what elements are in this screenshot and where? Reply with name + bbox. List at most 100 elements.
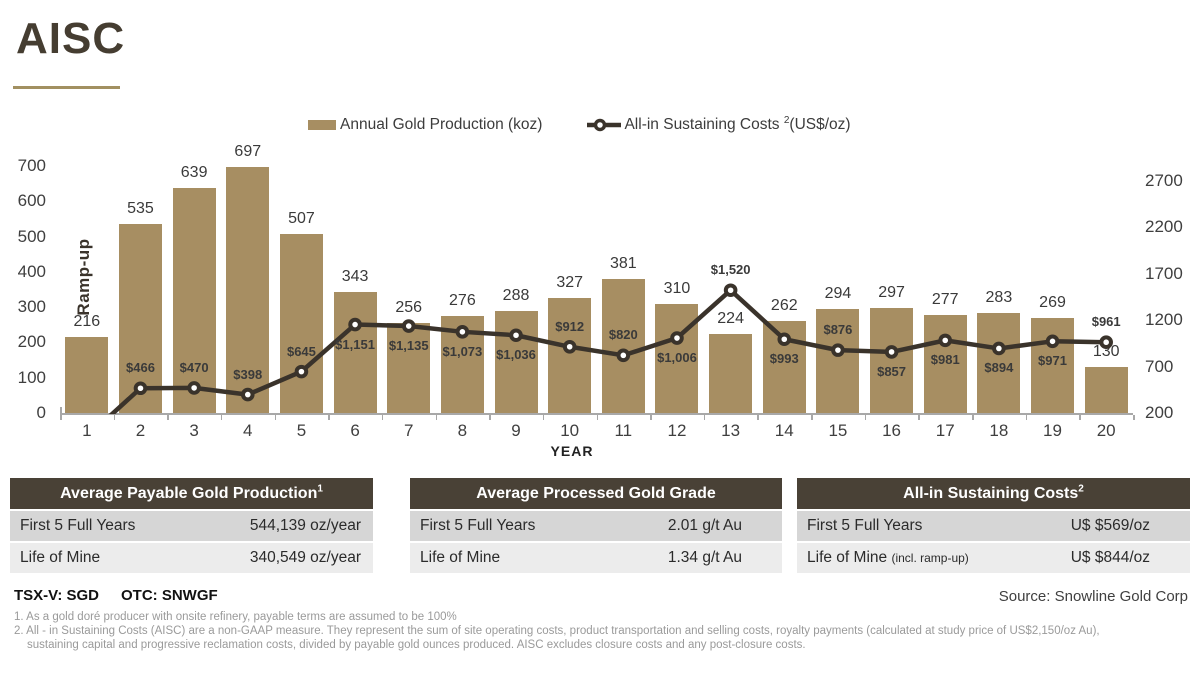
aisc-marker — [562, 339, 577, 354]
bar-value-label: 288 — [502, 287, 530, 305]
aisc-marker — [884, 345, 899, 359]
aisc-marker — [348, 317, 362, 332]
bar-value-label: 343 — [341, 267, 369, 285]
row-label: First 5 Full Years — [20, 517, 136, 534]
row-label: First 5 Full Years — [420, 517, 536, 534]
bar — [923, 315, 967, 413]
x-axis-tick — [220, 414, 223, 420]
row-label: Life of Mine (incl. ramp-up) — [807, 549, 969, 566]
table-row: Life of Mine 340,549 oz/year — [10, 543, 373, 573]
aisc-value-label: $981 — [930, 352, 960, 368]
row-value: 340,549 oz/year — [249, 549, 361, 566]
aisc-marker — [187, 381, 201, 395]
table-row: First 5 Full Years U$ $569/oz — [797, 511, 1190, 541]
x-axis-tick-label: 6 — [350, 421, 360, 440]
y-axis-left-label: 300 — [17, 297, 46, 317]
aisc-value-label: $1,036 — [496, 347, 536, 363]
bar — [279, 234, 323, 413]
aisc-marker — [294, 364, 309, 379]
aisc-value-label: $820 — [608, 327, 638, 343]
y-axis-right-label: 1700 — [1145, 263, 1183, 283]
bar-value-label: 276 — [449, 291, 476, 309]
bar — [655, 303, 699, 413]
ticker-otc: OTC: SNWGF — [121, 587, 218, 604]
y-axis-left-label: 200 — [17, 332, 46, 352]
aisc-marker — [670, 331, 684, 345]
table-row: First 5 Full Years 544,139 oz/year — [10, 511, 373, 541]
bar-value-label: 277 — [931, 291, 959, 309]
x-axis-tick — [274, 414, 277, 420]
x-axis-tick — [381, 414, 384, 420]
row-value: 2.01 g/t Au — [667, 517, 742, 534]
x-axis-tick — [972, 414, 974, 420]
x-axis-tick-label: 17 — [935, 421, 955, 440]
y-axis-stub-tick — [60, 407, 62, 413]
bar — [870, 308, 914, 413]
aisc-value-label: $961 — [1091, 314, 1121, 330]
x-axis-tick-label: 19 — [1043, 421, 1062, 440]
aisc-value-label: $1,151 — [335, 336, 375, 352]
x-axis-tick — [1025, 414, 1028, 420]
stock-tickers: TSX-V: SGD OTC: SNWGF — [14, 587, 218, 604]
table-all-in-sustaining-costs: All-in Sustaining Costs2 First 5 Full Ye… — [797, 478, 1190, 573]
aisc-marker — [509, 328, 523, 343]
aisc-value-label: $466 — [126, 360, 155, 376]
aisc-marker — [831, 343, 845, 357]
y-axis-left-label: 0 — [36, 403, 46, 422]
x-axis-tick — [1133, 414, 1135, 420]
page-title: AISC — [16, 14, 126, 63]
aisc-value-label: $470 — [179, 359, 209, 375]
x-axis-tick-label: 18 — [989, 421, 1009, 440]
y-axis-right-label: 2700 — [1145, 170, 1183, 190]
x-axis-tick — [596, 414, 598, 420]
y-axis-right-label: 2200 — [1145, 217, 1183, 236]
aisc-value-label: $993 — [769, 351, 799, 367]
x-axis-line — [60, 413, 1133, 415]
bar — [333, 291, 377, 413]
table-header: All-in Sustaining Costs2 — [797, 478, 1190, 509]
aisc-line-layer — [108, 283, 1113, 414]
x-axis-tick-label: 13 — [721, 421, 741, 440]
y-axis-left-label: 700 — [17, 156, 46, 175]
x-axis-tick — [489, 414, 491, 420]
bar-value-label: 535 — [127, 200, 154, 218]
x-axis-tick-label: 3 — [189, 421, 199, 440]
x-axis-tick-label: 11 — [614, 421, 633, 440]
row-label: Life of Mine — [420, 549, 501, 566]
x-axis-tick — [864, 414, 867, 420]
bar-value-label: 224 — [717, 309, 744, 327]
y-axis-right-label: 200 — [1145, 403, 1174, 422]
bar-value-label: 294 — [824, 285, 852, 303]
aisc-value-label: $894 — [984, 360, 1014, 376]
bar — [709, 333, 753, 413]
row-value: U$ $569/oz — [1070, 517, 1150, 534]
x-axis-tick — [918, 414, 920, 420]
bar — [494, 311, 538, 413]
bar — [65, 336, 109, 413]
line-marker-icon — [587, 118, 622, 132]
aisc-value-label: $398 — [233, 366, 263, 382]
bar-value-label: 310 — [663, 279, 691, 297]
bar-value-label: 256 — [395, 298, 423, 316]
aisc-value-label: $971 — [1038, 353, 1067, 369]
legend-item-production: Annual Gold Production (koz) — [308, 116, 542, 134]
aisc-marker — [616, 348, 631, 363]
bar-value-label: 297 — [878, 284, 905, 302]
footnotes: 1. As a gold doré producer with onsite r… — [14, 610, 1106, 652]
bar-value-label: 283 — [985, 289, 1013, 307]
aisc-marker — [723, 283, 738, 298]
x-axis-tick-label: 10 — [560, 421, 580, 440]
aisc-value-label: $1,073 — [442, 343, 483, 359]
x-axis-tick-label: 4 — [243, 421, 253, 440]
x-axis-tick-label: 1 — [82, 421, 92, 440]
x-axis-tick — [542, 414, 545, 420]
bar-value-label: 327 — [556, 273, 584, 291]
legend-label-production: Annual Gold Production (koz) — [340, 116, 543, 133]
y-axis-left-label: 500 — [17, 226, 46, 246]
x-axis-tick — [328, 414, 330, 420]
aisc-marker — [1045, 334, 1060, 349]
x-axis-tick — [703, 414, 706, 420]
aisc-value-label: $1,520 — [710, 262, 751, 278]
bar — [548, 297, 592, 413]
